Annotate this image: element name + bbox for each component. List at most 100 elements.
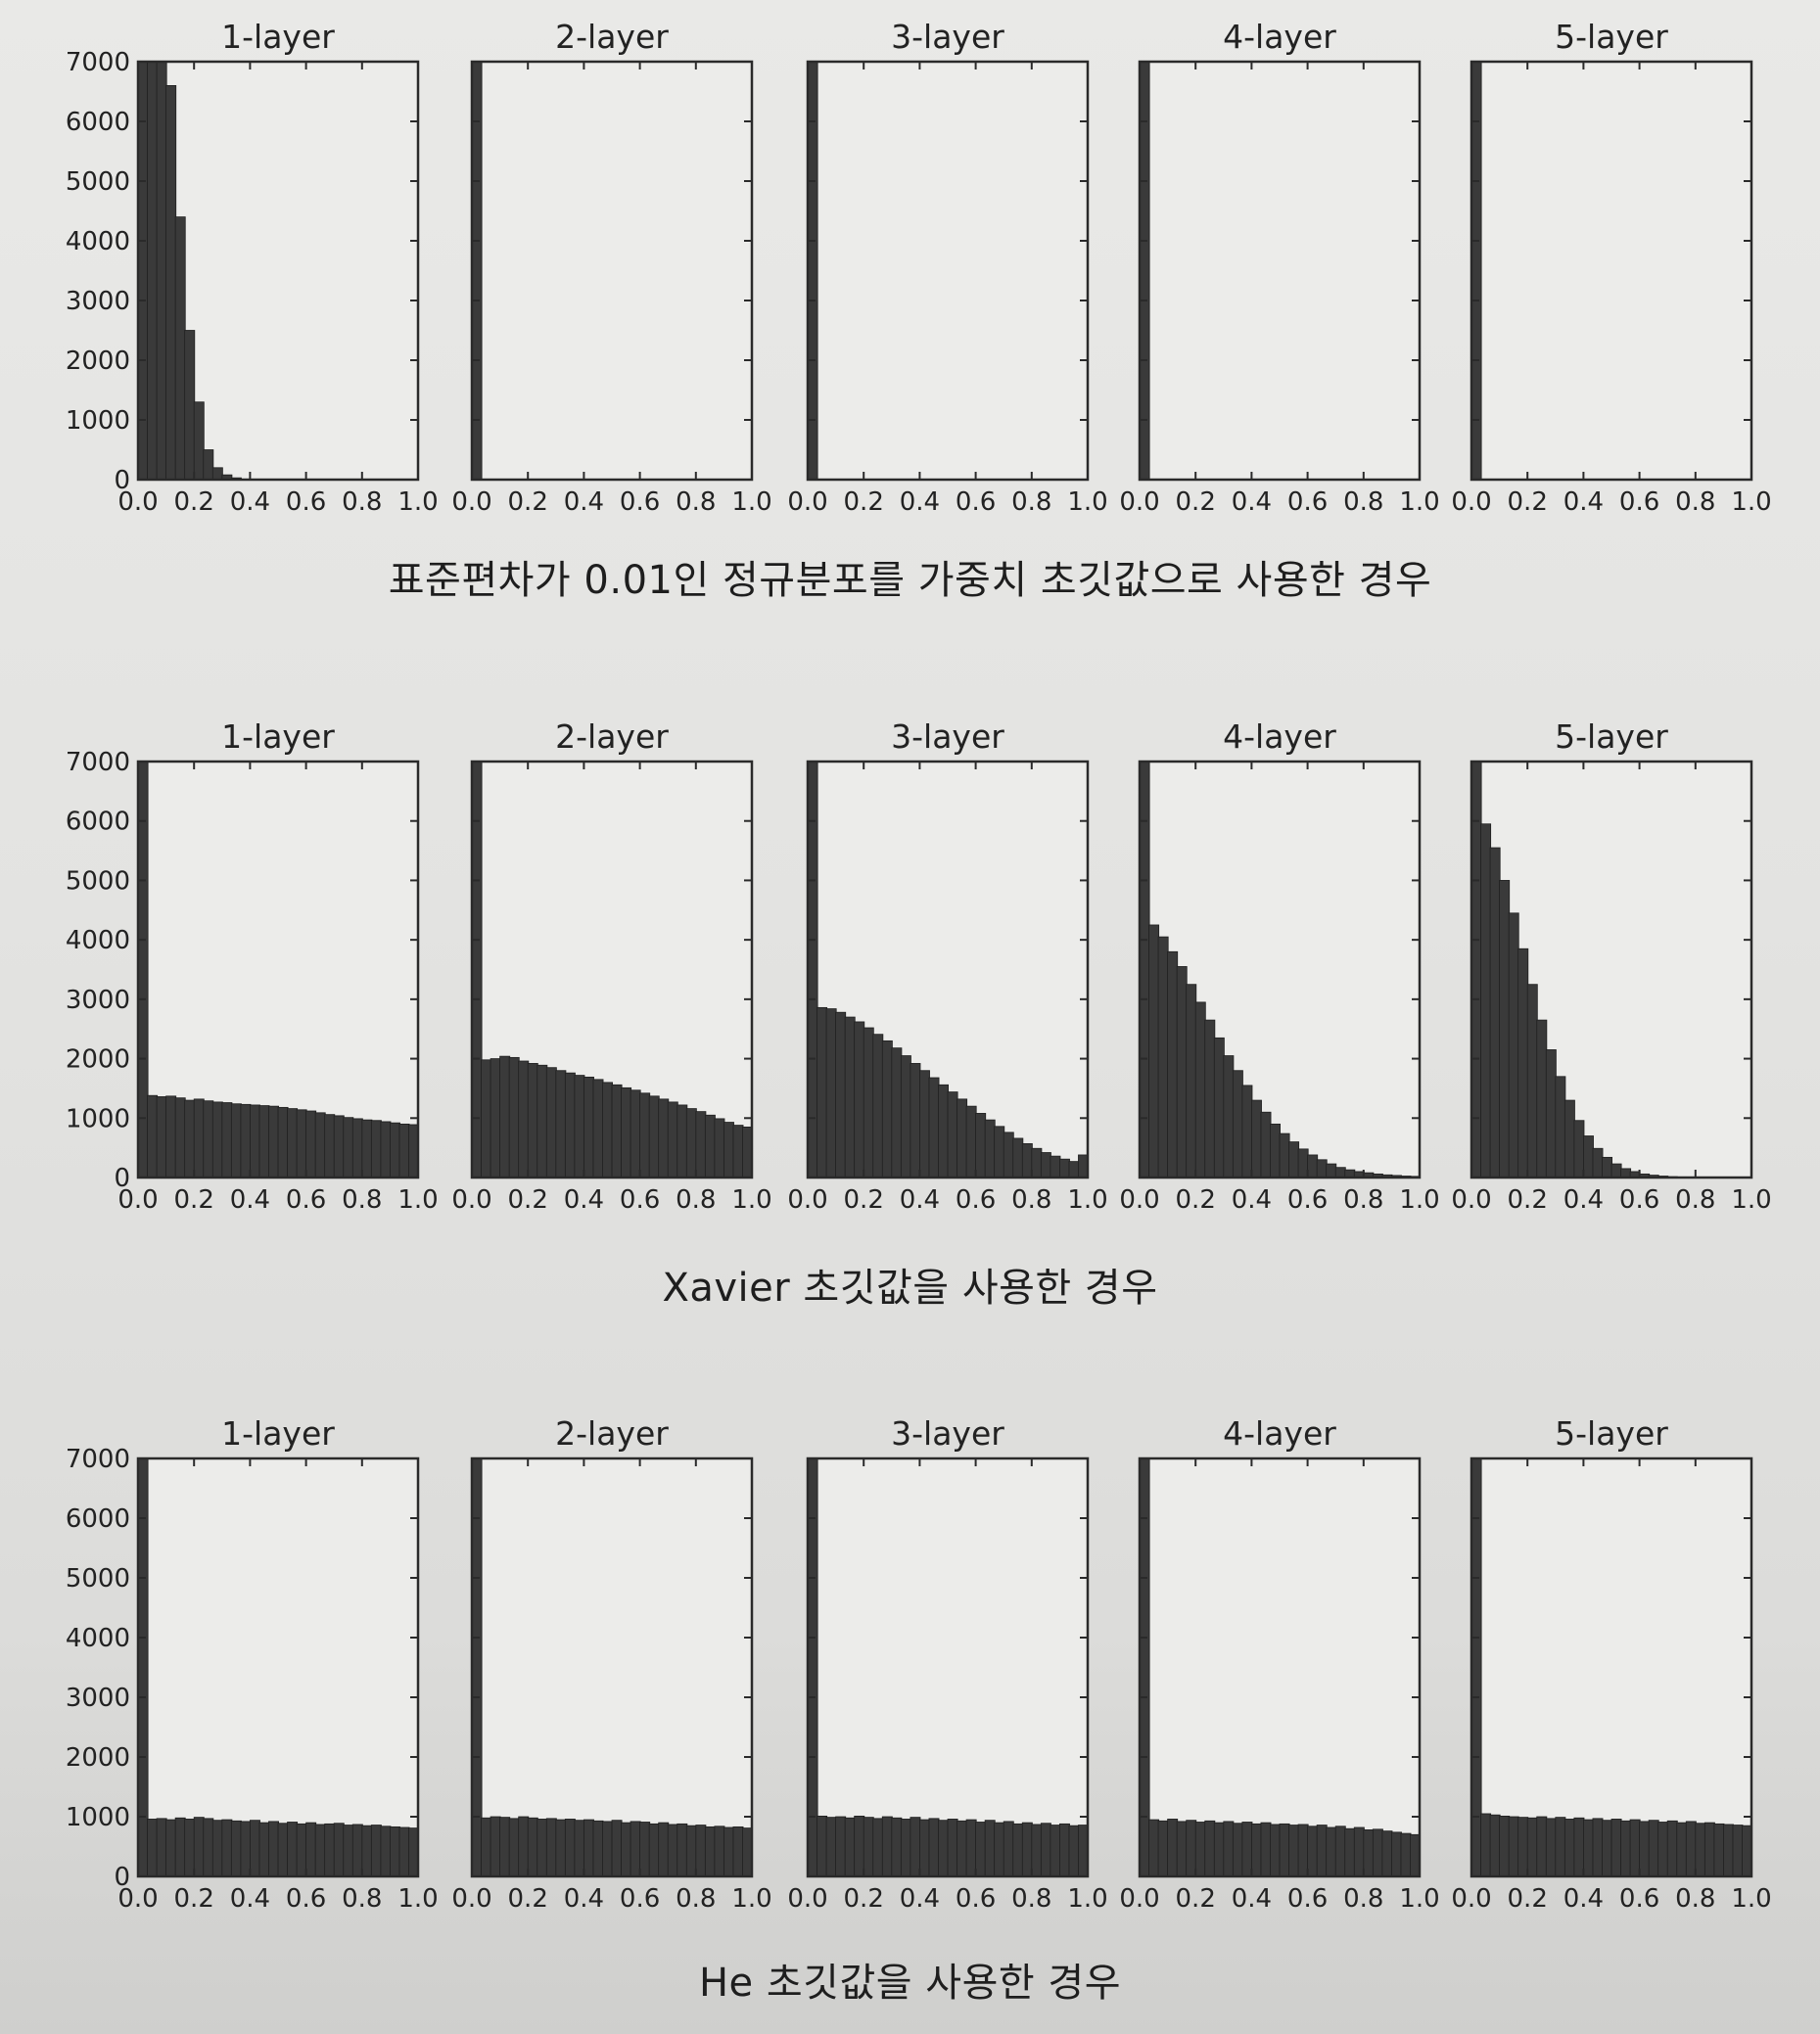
x-tick-label: 0.4	[1563, 1185, 1604, 1215]
histogram-bar	[1241, 1085, 1253, 1179]
histogram-bar	[891, 1817, 903, 1877]
histogram-bar	[835, 1816, 847, 1877]
x-tick-label: 0.6	[1619, 487, 1659, 517]
histogram-bar	[1307, 1826, 1319, 1877]
y-tick-label: 3000	[66, 1684, 130, 1713]
x-tick-label: 0.4	[230, 1185, 270, 1215]
histogram-bar	[1592, 1818, 1604, 1877]
caption-row3: He 초깃값을 사용한 경우	[698, 1961, 1122, 2006]
histogram-bar	[919, 1070, 930, 1179]
histogram-bar	[695, 1825, 707, 1877]
histogram-bar	[518, 1060, 530, 1179]
axes-frame	[470, 1456, 754, 1878]
histogram-bar	[370, 1825, 382, 1877]
histogram-bar	[947, 1091, 958, 1179]
x-tick-label: 0.6	[286, 1185, 326, 1215]
x-tick-label: 1.0	[731, 1185, 771, 1215]
axes-frame	[136, 60, 420, 482]
x-tick-label: 0.2	[844, 487, 884, 517]
y-tick-label: 6000	[66, 108, 130, 137]
x-tick-label: 0.8	[1343, 1884, 1383, 1914]
histogram-bar	[1391, 1831, 1402, 1877]
histogram-bar	[900, 1819, 911, 1877]
histogram-bar	[938, 1820, 949, 1877]
y-tick-label: 0	[114, 1863, 130, 1892]
histogram-bar	[324, 1823, 336, 1877]
x-tick-label: 0.2	[844, 1884, 884, 1914]
histogram-bar	[240, 1821, 252, 1877]
x-tick-label: 0.8	[1675, 487, 1715, 517]
histogram-bar	[1470, 61, 1482, 481]
y-tick-label: 0	[114, 466, 130, 495]
histogram-bar	[1676, 1822, 1688, 1877]
histogram-bar	[592, 1820, 604, 1877]
histogram-bar	[156, 1818, 167, 1877]
histogram-bar	[203, 449, 214, 481]
histogram-bar	[1148, 1819, 1160, 1877]
histogram-bar	[1050, 1825, 1061, 1877]
histogram-bar	[137, 1457, 149, 1877]
histogram-bar	[1260, 1111, 1272, 1179]
histogram-bar	[900, 1055, 911, 1179]
plot-area	[138, 1458, 418, 1876]
histogram-bar	[677, 1104, 688, 1179]
histogram-bar	[165, 1819, 177, 1877]
caption-row2: Xavier 초깃값을 사용한 경우	[662, 1266, 1158, 1311]
y-tick-label: 6000	[66, 1504, 130, 1534]
axes-frame	[1138, 60, 1422, 482]
histogram-bar	[1489, 847, 1501, 1179]
x-tick-label: 1.0	[1067, 1884, 1107, 1914]
histogram-bar	[564, 1819, 576, 1877]
histogram-bar	[361, 1119, 373, 1179]
histogram-bar	[1555, 1817, 1566, 1877]
histogram-bar	[910, 1817, 921, 1877]
x-tick-label: 0.2	[1508, 1884, 1548, 1914]
histogram-bar	[854, 1815, 865, 1877]
histogram-bar	[1639, 1821, 1651, 1877]
histogram-bar	[1470, 1457, 1482, 1877]
histogram-panel-2-1: 1-layer 0.0 0.2 0.4 0.6 0.8 1.0 0 1000 2000 3000 40…	[66, 717, 439, 1215]
histogram-bar	[639, 1092, 651, 1179]
histogram-bar	[1610, 1819, 1622, 1877]
histogram-bar	[1040, 1823, 1051, 1877]
histogram-bar	[305, 1822, 317, 1877]
histogram-bar	[1031, 1147, 1043, 1179]
histogram-bar	[1400, 1832, 1412, 1877]
histogram-bar	[825, 1817, 837, 1877]
x-tick-label: 0.4	[900, 487, 940, 517]
x-tick-label: 0.0	[1451, 487, 1491, 517]
histogram-bar	[555, 1819, 567, 1877]
histogram-bar	[398, 1123, 410, 1179]
histogram-bar	[1050, 1155, 1061, 1179]
x-tick-label: 0.2	[1176, 1884, 1216, 1914]
histogram-bar	[817, 1815, 828, 1877]
x-tick-label: 0.4	[1232, 1884, 1272, 1914]
x-tick-label: 0.2	[1176, 1185, 1216, 1215]
histogram-bar	[1545, 1818, 1557, 1877]
histogram-bar	[296, 1109, 307, 1179]
histogram-bar	[1021, 1822, 1033, 1877]
histogram-bar	[574, 1820, 585, 1877]
histogram-bar	[1167, 950, 1179, 1179]
x-tick-label: 0.4	[230, 487, 270, 517]
histogram-bar	[1723, 1824, 1734, 1877]
histogram-bar	[147, 1094, 159, 1179]
histogram-bar	[630, 1821, 641, 1877]
plot-area	[808, 1458, 1088, 1876]
histogram-panel-2-4: 4-layer 0.0 0.2 0.4 0.6 0.8 1.0	[1119, 717, 1439, 1215]
histogram-bar	[268, 1821, 280, 1877]
histogram-bar	[1270, 1824, 1281, 1877]
histogram-bar	[258, 1105, 270, 1179]
panel-title: 4-layer	[1223, 1414, 1336, 1453]
axes-frame	[1470, 60, 1753, 482]
histogram-bar	[230, 1103, 242, 1179]
histogram-bar	[1703, 1822, 1715, 1877]
histogram-bar	[583, 1076, 594, 1179]
histogram-bar	[704, 1114, 716, 1179]
x-tick-label: 0.0	[1119, 1884, 1159, 1914]
histogram-bar	[817, 1006, 828, 1179]
histogram-bar	[1012, 1823, 1024, 1877]
histogram-bar	[481, 1059, 492, 1179]
histogram-bar	[1563, 1099, 1575, 1179]
y-tick-label: 2000	[66, 1045, 130, 1075]
